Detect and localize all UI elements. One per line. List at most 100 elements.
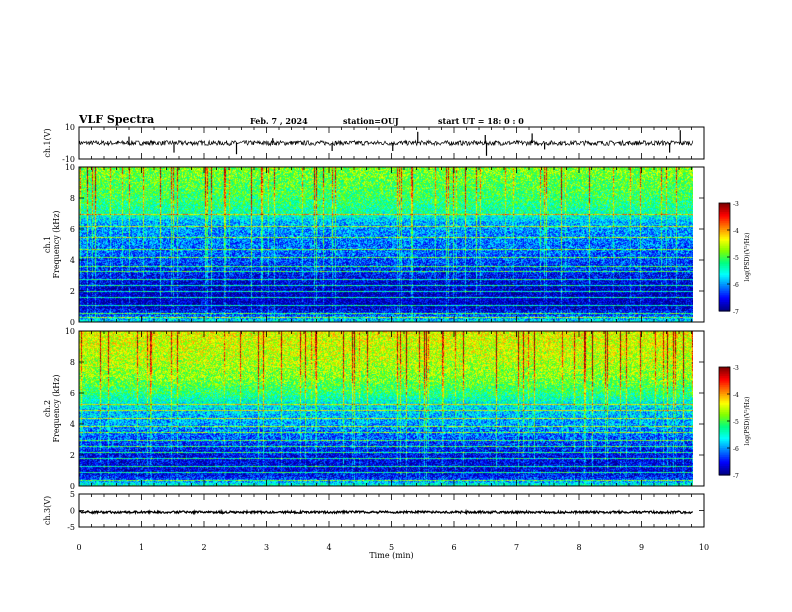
colorbar-segment xyxy=(719,287,730,290)
colorbar-segment xyxy=(719,264,730,267)
colorbar-segment xyxy=(719,395,730,399)
colorbar-segment xyxy=(719,458,730,462)
colorbar-segment xyxy=(719,204,730,208)
y-tick-label-0: 10 xyxy=(65,123,75,132)
colorbar-segment xyxy=(719,210,730,213)
y-tick-label-2: 2 xyxy=(70,451,75,460)
colorbar-segment xyxy=(719,309,730,312)
colorbar-segment xyxy=(719,300,730,303)
colorbar-segment xyxy=(719,473,730,476)
time-tick-label: 9 xyxy=(639,543,644,552)
colorbar-segment xyxy=(719,410,730,413)
y-axis-label-0: ch.1(V) xyxy=(43,128,52,157)
colorbar-segment xyxy=(719,379,730,382)
colorbar-segment xyxy=(719,255,730,258)
colorbar-segment xyxy=(719,282,730,285)
colorbar-segment xyxy=(719,381,730,384)
colorbar-segment xyxy=(719,455,730,458)
colorbar-segment xyxy=(719,222,730,226)
colorbar-segment xyxy=(719,230,730,233)
colorbar-segment xyxy=(719,372,730,375)
colorbar-segment xyxy=(719,289,730,292)
trace-line xyxy=(78,139,694,147)
colorbar-1: -3 -4 -5 -6 -7 log(PSD)(V²/Hz) xyxy=(718,201,751,316)
y-axis-label-1: ch.1 xyxy=(43,236,52,253)
colorbar-segment xyxy=(719,203,730,206)
colorbar-segment xyxy=(719,440,730,444)
colorbar-segment xyxy=(719,419,730,422)
colorbar-tick-label: -7 xyxy=(733,473,739,480)
y-tick-label-2: 6 xyxy=(70,389,75,398)
colorbar-segment xyxy=(719,433,730,436)
colorbar-segment xyxy=(719,399,730,402)
y-tick-label-2: 8 xyxy=(70,358,75,367)
colorbar-segment xyxy=(719,374,730,377)
colorbar-tick-label: -6 xyxy=(733,282,739,289)
colorbar-segment xyxy=(719,388,730,391)
colorbar-segment xyxy=(719,228,730,231)
y-tick-label-0: -10 xyxy=(62,155,75,164)
y-tick-label-1: 0 xyxy=(70,318,75,327)
colorbar-segment xyxy=(719,273,730,276)
colorbar-segment xyxy=(719,406,730,409)
colorbar-segment xyxy=(719,305,730,308)
ch1-spectrogram: 0 2 4 6 8 10 ch.1 Frequency (kHz) xyxy=(43,163,705,327)
colorbar-segment xyxy=(719,383,730,386)
ch1-waveform: 10 -10 ch.1(V) xyxy=(43,123,705,164)
y-axis-label-2: ch.2 xyxy=(43,400,52,417)
colorbar-segment xyxy=(719,231,730,235)
y-axis-label-3: ch.3(V) xyxy=(43,496,52,525)
colorbar-segment xyxy=(719,424,730,427)
colorbar-segment xyxy=(719,457,730,460)
y-tick-label-1: 8 xyxy=(70,194,75,203)
colorbar-segment xyxy=(719,251,730,254)
time-tick-label: 4 xyxy=(326,543,331,552)
colorbar-segment xyxy=(719,370,730,373)
colorbar-segment xyxy=(719,278,730,281)
colorbar-segment xyxy=(719,417,730,420)
colorbar-segment xyxy=(719,291,730,294)
time-tick-label: 5 xyxy=(389,543,394,552)
colorbar-segment xyxy=(719,219,730,222)
colorbar-segment xyxy=(719,208,730,211)
colorbar-segment xyxy=(719,296,730,299)
y-tick-label-1: 4 xyxy=(70,256,75,265)
y-tick-label-1: 2 xyxy=(70,287,75,296)
colorbar-segment xyxy=(719,239,730,242)
colorbar-segment xyxy=(719,408,730,411)
colorbar-segment xyxy=(719,260,730,263)
colorbar-segment xyxy=(719,430,730,433)
colorbar-segment xyxy=(719,392,730,395)
time-tick-label: 8 xyxy=(576,543,581,552)
colorbar-segment xyxy=(719,437,730,440)
y-tick-label-1: 10 xyxy=(65,163,75,172)
colorbar-segment xyxy=(719,284,730,287)
spectrogram-image xyxy=(79,331,693,486)
colorbar-segment xyxy=(719,422,730,426)
colorbar-segment xyxy=(719,240,730,244)
time-tick-label: 1 xyxy=(139,543,144,552)
colorbar-segment xyxy=(719,298,730,301)
colorbar-segment xyxy=(719,294,730,298)
colorbar-segment xyxy=(719,212,730,215)
time-axis: 0 1 2 3 4 5 6 7 8 9 10 Time (min) xyxy=(76,543,709,560)
colorbar-segment xyxy=(719,466,730,469)
colorbar-segment xyxy=(719,285,730,289)
colorbar-segment xyxy=(719,462,730,465)
colorbar-segment xyxy=(719,449,730,453)
colorbar-segment xyxy=(719,413,730,417)
y-tick-label-1: 6 xyxy=(70,225,75,234)
colorbar-segment xyxy=(719,368,730,372)
colorbar-segment xyxy=(719,385,730,388)
colorbar-tick-label: -4 xyxy=(733,228,739,235)
y-tick-label-3: -5 xyxy=(67,523,75,532)
colorbar-segment xyxy=(719,235,730,238)
colorbar-tick-label: -5 xyxy=(733,419,739,426)
time-tick-label: 10 xyxy=(699,543,709,552)
colorbar-segment xyxy=(719,267,730,271)
colorbar-segment xyxy=(719,262,730,265)
colorbar-segment xyxy=(719,415,730,418)
time-tick-label: 7 xyxy=(514,543,519,552)
colorbar-segment xyxy=(719,397,730,400)
colorbar-tick-label: -3 xyxy=(733,201,739,208)
